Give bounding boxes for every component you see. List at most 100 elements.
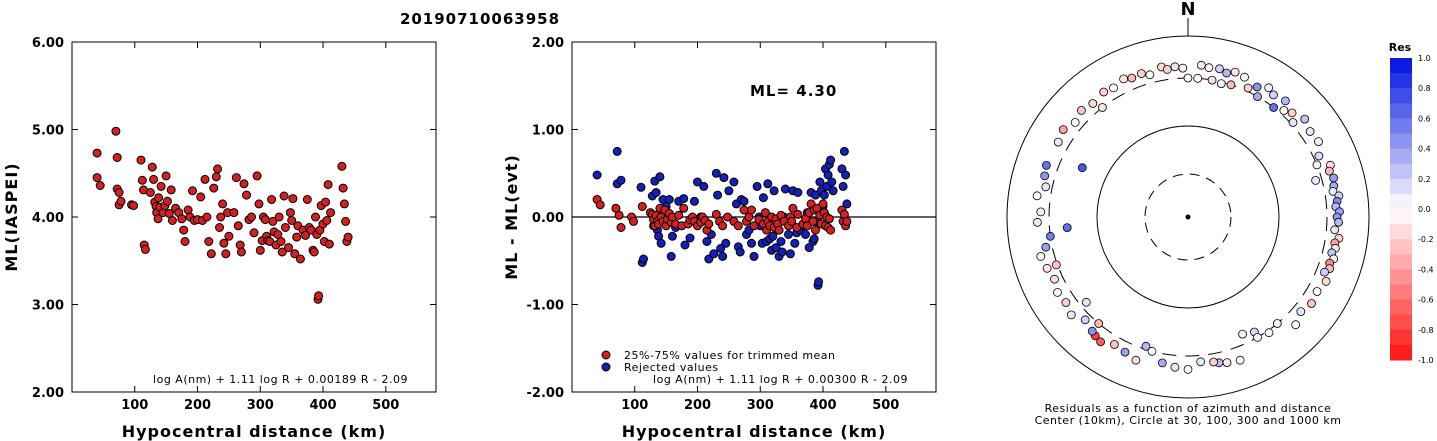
data-point <box>747 238 756 248</box>
x-tick-label: 100 <box>121 398 148 413</box>
station-point <box>1291 320 1301 330</box>
data-point <box>629 216 638 226</box>
station-point <box>1098 103 1107 112</box>
data-point <box>277 247 287 257</box>
data-point <box>280 223 290 232</box>
data-point <box>679 203 689 213</box>
data-point <box>664 195 674 204</box>
colorbar-tick-label: 0.8 <box>1418 84 1431 93</box>
data-point <box>288 194 298 204</box>
station-point <box>1264 328 1274 338</box>
data-point <box>666 251 676 261</box>
data-point <box>337 161 347 171</box>
station-point <box>1314 151 1324 161</box>
data-point <box>824 214 834 224</box>
station-point <box>1145 70 1155 80</box>
station-point <box>1077 163 1087 173</box>
x-tick-label: 300 <box>247 398 274 413</box>
colorbar-swatch <box>1390 269 1412 285</box>
data-point <box>290 249 300 259</box>
colorbar-swatch <box>1390 118 1412 134</box>
data-point <box>787 216 797 226</box>
data-point <box>112 153 122 162</box>
data-point <box>718 251 728 261</box>
data-point <box>219 238 229 248</box>
colorbar-swatch <box>1390 193 1412 210</box>
data-point <box>785 249 795 259</box>
colorbar-tick-label: -0.6 <box>1418 296 1434 305</box>
station-point <box>1235 355 1245 365</box>
station-point <box>1279 106 1289 115</box>
station-point <box>1127 73 1137 83</box>
y-tick-label: 2.00 <box>532 36 564 51</box>
page-title: 20190710063958 <box>400 10 560 28</box>
data-point <box>221 249 231 259</box>
station-point <box>1183 73 1193 83</box>
station-point <box>1162 65 1172 74</box>
data-point <box>321 197 330 207</box>
data-point <box>614 210 624 220</box>
data-point <box>733 221 743 231</box>
station-point <box>1096 337 1105 347</box>
data-point <box>242 190 251 200</box>
station-point <box>1094 319 1104 328</box>
data-point <box>827 177 837 187</box>
data-point <box>667 231 677 241</box>
y-tick-label: 5.00 <box>32 124 64 139</box>
data-point <box>324 239 334 249</box>
data-point <box>718 221 728 231</box>
data-point <box>735 247 745 257</box>
data-point <box>839 146 849 156</box>
station-point <box>1077 106 1086 115</box>
legend-marker-rejected <box>601 362 611 372</box>
data-point <box>811 225 820 235</box>
station-point <box>1320 267 1329 277</box>
colorbar-tick-label: 0.0 <box>1418 205 1431 214</box>
data-point <box>826 155 836 165</box>
data-point <box>92 173 102 183</box>
station-point <box>1141 341 1151 351</box>
y-axis-label-2: ML - ML(evt) <box>502 154 521 280</box>
data-point <box>749 221 759 231</box>
north-label: N <box>1180 0 1195 20</box>
data-points-2 <box>592 146 852 290</box>
station-point <box>1051 260 1061 270</box>
data-point <box>769 186 779 196</box>
y-axis-ticks-2: -2.00 -1.00 0.00 1.00 2.00 <box>527 36 936 401</box>
data-point <box>776 237 786 246</box>
colorbar-swatch <box>1390 239 1412 255</box>
data-point <box>793 209 803 219</box>
data-point <box>784 230 793 239</box>
data-point <box>200 174 210 184</box>
x-tick-label: 500 <box>372 398 399 413</box>
data-point <box>616 223 626 232</box>
data-point <box>704 219 714 229</box>
data-point <box>680 240 690 250</box>
station-point <box>1230 67 1240 77</box>
data-point <box>801 230 810 239</box>
station-point <box>1305 127 1315 136</box>
data-point <box>339 199 349 209</box>
data-points-1 <box>92 126 353 304</box>
data-point <box>147 162 157 172</box>
data-point <box>841 170 851 180</box>
y-tick-label: -2.00 <box>527 386 564 401</box>
data-point <box>595 200 605 210</box>
station-point <box>1204 63 1214 73</box>
data-point <box>815 177 825 187</box>
colorbar-swatch <box>1390 284 1412 301</box>
x-tick-label: 200 <box>184 398 211 413</box>
station-point <box>1147 346 1157 356</box>
colorbar-swatch <box>1390 329 1412 346</box>
data-point <box>842 216 852 226</box>
station-point <box>1222 358 1232 368</box>
station-point <box>1183 364 1193 374</box>
station-point <box>1099 87 1109 97</box>
data-point <box>674 210 684 220</box>
legend-label-trimmed: 25%-75% values for trimmed mean <box>624 349 836 362</box>
x-axis-label-2: Hypocentral distance (km) <box>622 422 887 441</box>
data-point <box>274 212 284 222</box>
station-point <box>1329 173 1338 183</box>
center-marker <box>1185 214 1191 220</box>
data-point <box>287 216 297 225</box>
